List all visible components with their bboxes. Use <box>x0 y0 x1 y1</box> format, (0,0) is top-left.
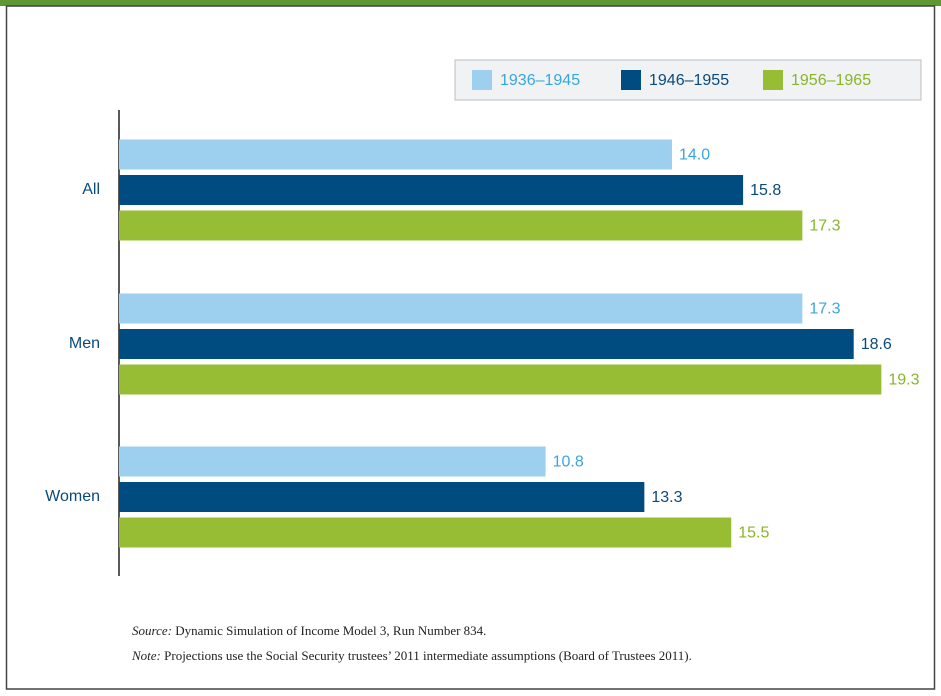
bar <box>119 364 882 395</box>
value-label: 18.6 <box>861 336 892 353</box>
legend-swatch <box>621 70 641 90</box>
value-label: 13.3 <box>651 489 682 506</box>
legend-swatch <box>763 70 783 90</box>
value-label: 15.5 <box>738 525 769 542</box>
value-label: 15.8 <box>750 182 781 199</box>
bar <box>119 482 645 512</box>
top-band <box>0 0 941 6</box>
bar <box>119 329 854 359</box>
category-label: All <box>82 181 100 198</box>
note: Note: Projections use the Social Securit… <box>131 648 692 663</box>
bar <box>119 517 732 548</box>
bar <box>119 293 803 324</box>
legend-label: 1956–1965 <box>791 72 871 89</box>
source-text: Dynamic Simulation of Income Model 3, Ru… <box>175 623 486 638</box>
value-label: 14.0 <box>679 147 710 164</box>
bar <box>119 175 744 205</box>
value-label: 17.3 <box>809 218 840 235</box>
source: Source: Dynamic Simulation of Income Mod… <box>132 623 486 638</box>
value-label: 10.8 <box>553 454 584 471</box>
legend-swatch <box>472 70 492 90</box>
bar <box>119 210 803 241</box>
note-label: Note: <box>131 648 161 663</box>
frame <box>5 5 936 690</box>
legend-label: 1936–1945 <box>500 72 580 89</box>
bar <box>119 139 672 170</box>
category-label: Women <box>45 488 100 505</box>
bar <box>119 446 546 477</box>
value-label: 17.3 <box>809 301 840 318</box>
note-text: Projections use the Social Security trus… <box>164 648 692 663</box>
value-label: 19.3 <box>888 372 919 389</box>
source-label: Source: <box>132 623 172 638</box>
legend-label: 1946–1955 <box>649 72 729 89</box>
category-label: Men <box>69 335 100 352</box>
legend <box>454 59 922 101</box>
